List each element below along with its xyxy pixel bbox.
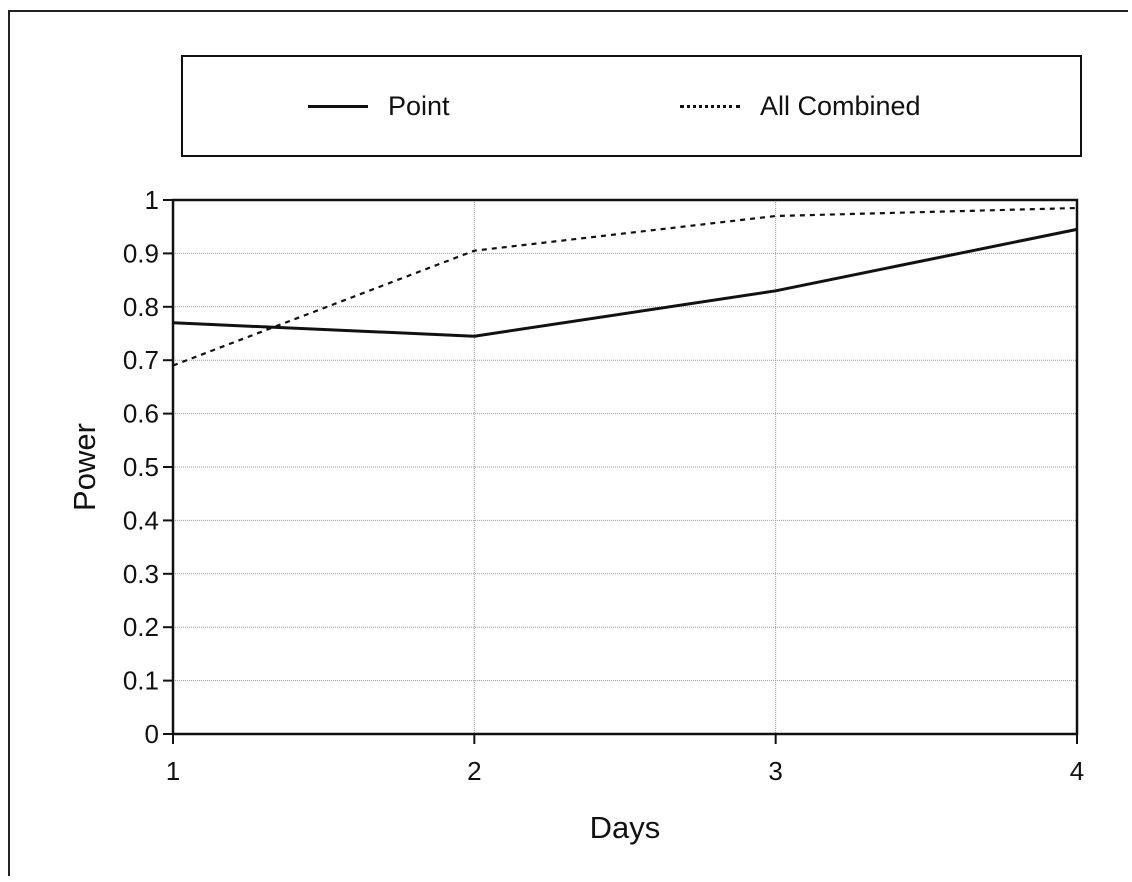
series-line-point	[172, 227, 1078, 338]
y-tick-label: 0.3	[123, 559, 159, 589]
y-tick-label: 0.9	[123, 238, 159, 268]
legend: Point All Combined	[181, 55, 1082, 157]
x-tick-label: 2	[467, 756, 481, 786]
figure-frame	[8, 10, 1128, 876]
x-tick-label: 1	[166, 756, 180, 786]
x-tick-label: 3	[768, 756, 782, 786]
y-tick-label: 0.8	[123, 292, 159, 322]
y-tick-label: 0.1	[123, 666, 159, 696]
grid-lines	[173, 200, 1077, 734]
legend-swatch-solid	[308, 104, 368, 108]
axis-ticks: 0 0.1 0.2 0.3 0.4 0.5 0.6 0.7 0.8 0.9 1 1 2 3 4	[123, 185, 1084, 786]
x-tick-label: 4	[1070, 756, 1084, 786]
series-lines	[172, 206, 1078, 367]
y-tick-label: 0.7	[123, 345, 159, 375]
y-tick-label: 1	[145, 185, 159, 215]
y-tick-label: 0.6	[123, 399, 159, 429]
legend-item-all-combined: All Combined	[680, 57, 921, 155]
y-tick-label: 0.4	[123, 505, 159, 535]
legend-swatch-dotted	[680, 104, 740, 108]
x-axis-title: Days	[590, 810, 661, 845]
y-tick-label: 0	[145, 719, 159, 749]
y-tick-label: 0.5	[123, 452, 159, 482]
legend-label-point: Point	[388, 90, 450, 121]
legend-label-all-combined: All Combined	[760, 90, 921, 121]
y-tick-label: 0.2	[123, 612, 159, 642]
y-axis-title: Power	[67, 423, 102, 511]
series-line-all-combined	[172, 206, 1078, 367]
legend-item-point: Point	[308, 57, 450, 155]
